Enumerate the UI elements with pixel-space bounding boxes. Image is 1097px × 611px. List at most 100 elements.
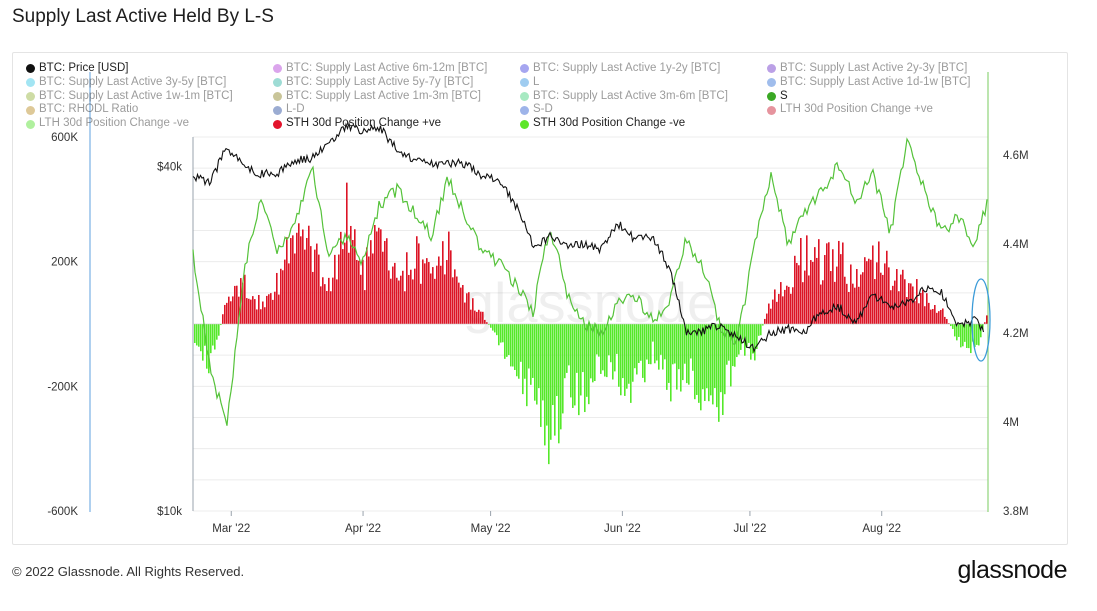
sth-positive-bar	[886, 250, 888, 324]
sth-positive-bar	[888, 267, 890, 324]
left-tick-label: -600K	[47, 506, 78, 518]
sth-positive-bar	[318, 254, 320, 324]
sth-negative-bar	[618, 324, 620, 387]
sth-positive-bar	[364, 290, 366, 324]
sth-positive-bar	[270, 293, 272, 324]
sth-positive-bar	[910, 283, 912, 324]
sth-negative-bar	[960, 324, 962, 348]
sth-positive-bar	[792, 287, 794, 324]
sth-negative-bar	[968, 324, 970, 349]
sth-positive-bar	[386, 238, 388, 324]
sth-positive-bar	[924, 306, 926, 324]
legend-item[interactable]: S	[767, 90, 1014, 104]
sth-positive-bar	[834, 281, 836, 324]
legend-item[interactable]: BTC: RHODL Ratio	[26, 103, 273, 117]
sth-negative-bar	[676, 324, 678, 390]
sth-positive-bar	[808, 275, 810, 324]
sth-negative-bar	[212, 324, 214, 346]
sth-positive-bar	[456, 276, 458, 324]
legend-item[interactable]: L-D	[273, 103, 520, 117]
sth-negative-bar	[668, 324, 670, 383]
legend-item[interactable]: BTC: Supply Last Active 2y-3y [BTC]	[767, 62, 1014, 76]
sth-positive-bar	[936, 312, 938, 324]
sth-negative-bar	[722, 324, 724, 416]
legend-dot-icon	[26, 105, 35, 115]
sth-positive-bar	[474, 310, 476, 324]
sth-positive-bar	[410, 269, 412, 324]
sth-positive-bar	[830, 271, 832, 324]
sth-positive-bar	[466, 293, 468, 324]
legend-item[interactable]: LTH 30d Position Change -ve	[26, 117, 273, 131]
sth-positive-bar	[842, 242, 844, 324]
copyright-text: © 2022 Glassnode. All Rights Reserved.	[12, 564, 245, 579]
sth-negative-bar	[514, 324, 516, 370]
sth-positive-bar	[414, 268, 416, 324]
sth-positive-bar	[358, 260, 360, 324]
legend-item[interactable]: LTH 30d Position Change +ve	[767, 103, 1014, 117]
legend-item[interactable]: L	[520, 76, 767, 90]
legend-item[interactable]: BTC: Supply Last Active 1m-3m [BTC]	[273, 90, 520, 104]
sth-positive-bar	[382, 251, 384, 324]
s-series-line	[192, 137, 988, 426]
sth-negative-bar	[666, 324, 668, 390]
sth-positive-bar	[344, 242, 346, 324]
sth-positive-bar	[884, 263, 886, 324]
sth-positive-bar	[854, 287, 856, 324]
sth-negative-bar	[760, 324, 762, 336]
sth-positive-bar	[984, 322, 986, 324]
sth-positive-bar	[348, 252, 350, 324]
sth-positive-bar	[776, 301, 778, 324]
sth-negative-bar	[652, 324, 654, 342]
legend-item[interactable]: BTC: Supply Last Active 5y-7y [BTC]	[273, 76, 520, 90]
legend-item[interactable]: BTC: Supply Last Active 1d-1w [BTC]	[767, 76, 1014, 90]
sth-positive-bar	[274, 291, 276, 324]
sth-negative-bar	[540, 324, 542, 427]
sth-positive-bar	[224, 304, 226, 324]
sth-negative-bar	[208, 324, 210, 374]
sth-positive-bar	[906, 296, 908, 324]
sth-positive-bar	[282, 270, 284, 324]
sth-negative-bar	[956, 324, 958, 341]
sth-positive-bar	[794, 255, 796, 324]
sth-positive-bar	[368, 256, 370, 324]
sth-positive-bar	[342, 249, 344, 324]
sth-positive-bar	[334, 254, 336, 324]
sth-positive-bar	[424, 263, 426, 324]
legend-item[interactable]: BTC: Supply Last Active 1y-2y [BTC]	[520, 62, 767, 76]
sth-positive-bar	[876, 262, 878, 324]
sth-negative-bar	[608, 324, 610, 356]
legend-item[interactable]: BTC: Price [USD]	[26, 62, 273, 76]
legend-item[interactable]: S-D	[520, 103, 767, 117]
sth-positive-bar	[476, 311, 478, 324]
sth-positive-bar	[460, 287, 462, 324]
sth-positive-bar	[986, 315, 988, 324]
sth-positive-bar	[898, 291, 900, 324]
sth-positive-bar	[784, 289, 786, 324]
sth-positive-bar	[772, 299, 774, 324]
sth-negative-bar	[548, 324, 550, 465]
sth-negative-bar	[596, 324, 598, 355]
legend-item[interactable]: BTC: Supply Last Active 3y-5y [BTC]	[26, 76, 273, 90]
sth-positive-bar	[324, 284, 326, 324]
sth-positive-bar	[764, 318, 766, 324]
glassnode-logo[interactable]: glassnode	[957, 556, 1068, 584]
legend-item[interactable]: BTC: Supply Last Active 1w-1m [BTC]	[26, 90, 273, 104]
legend-item[interactable]: STH 30d Position Change -ve	[520, 117, 767, 131]
sth-positive-bar	[480, 311, 482, 324]
legend-label: BTC: Supply Last Active 1m-3m [BTC]	[286, 89, 481, 102]
sth-negative-bar	[754, 324, 756, 361]
sth-negative-bar	[954, 324, 956, 337]
sth-positive-bar	[400, 275, 402, 324]
sth-positive-bar	[296, 232, 298, 324]
sth-negative-bar	[698, 324, 700, 403]
sth-positive-bar	[938, 311, 940, 324]
sth-positive-bar	[326, 290, 328, 324]
sth-negative-bar	[674, 324, 676, 364]
sth-positive-bar	[350, 225, 352, 324]
sth-negative-bar	[522, 324, 524, 395]
legend-item[interactable]: BTC: Supply Last Active 3m-6m [BTC]	[520, 90, 767, 104]
sth-negative-bar	[598, 324, 600, 357]
legend-item[interactable]: BTC: Supply Last Active 6m-12m [BTC]	[273, 62, 520, 76]
legend-item[interactable]: STH 30d Position Change +ve	[273, 117, 520, 131]
